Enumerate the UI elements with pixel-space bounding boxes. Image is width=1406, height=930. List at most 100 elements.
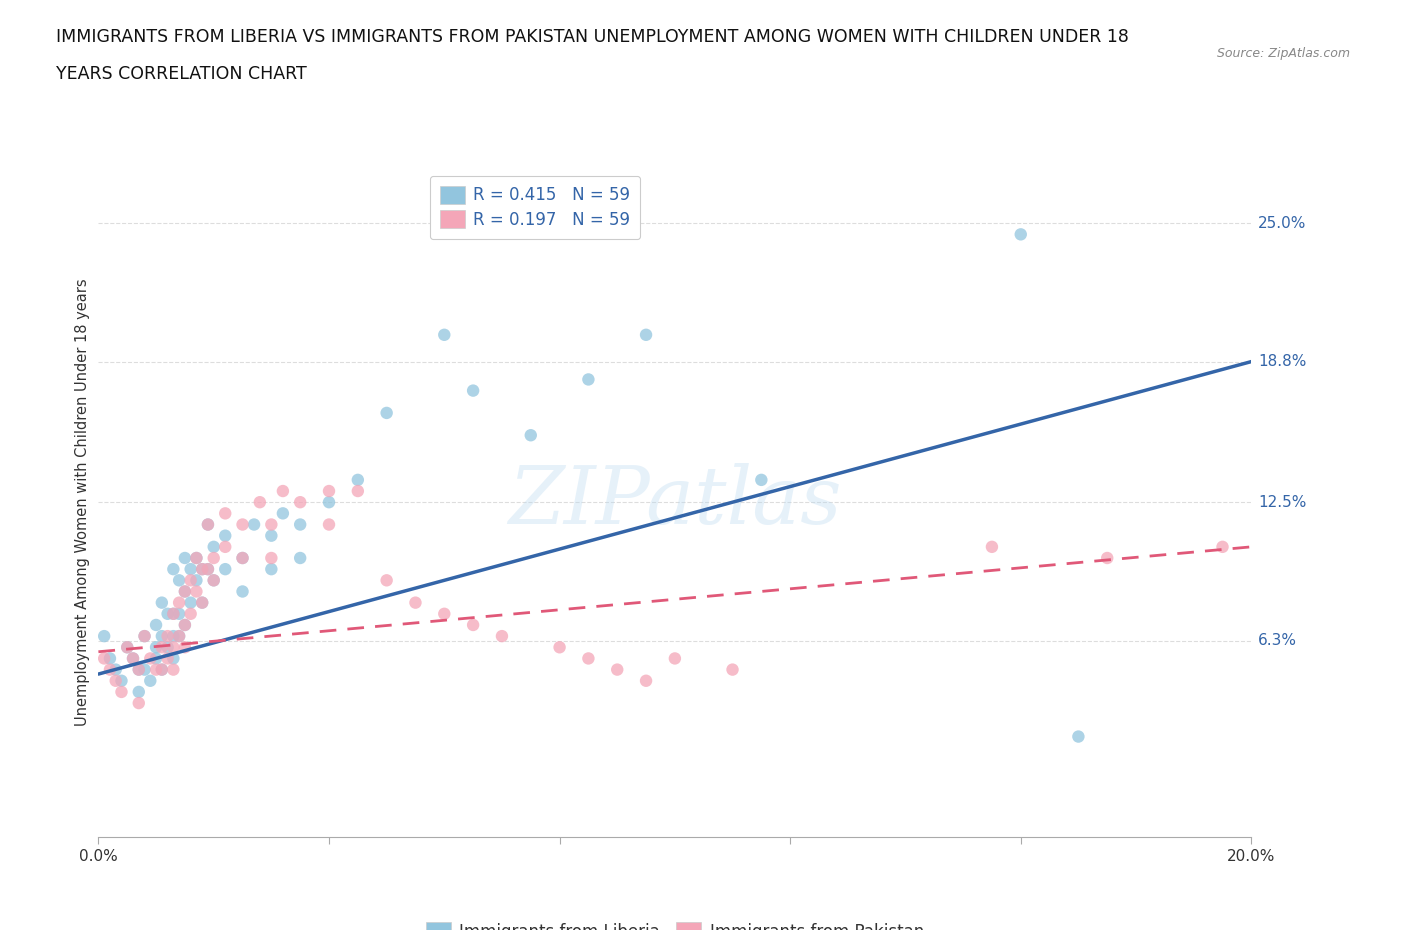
Point <box>162 606 184 621</box>
Point <box>156 640 179 655</box>
Point <box>214 528 236 543</box>
Y-axis label: Unemployment Among Women with Children Under 18 years: Unemployment Among Women with Children U… <box>75 278 90 726</box>
Point <box>375 405 398 420</box>
Point <box>271 484 294 498</box>
Point <box>231 517 254 532</box>
Point <box>191 562 214 577</box>
Point <box>346 484 368 498</box>
Point <box>174 584 197 599</box>
Point <box>162 640 184 655</box>
Point <box>134 662 156 677</box>
Point <box>167 629 190 644</box>
Point <box>167 573 190 588</box>
Point <box>122 651 145 666</box>
Point <box>162 606 184 621</box>
Point <box>202 573 225 588</box>
Point <box>150 595 173 610</box>
Point <box>578 651 600 666</box>
Point <box>128 684 150 699</box>
Point <box>110 673 132 688</box>
Point <box>260 551 283 565</box>
Point <box>167 606 190 621</box>
Point <box>139 673 162 688</box>
Point <box>433 606 456 621</box>
Point <box>721 662 744 677</box>
Point <box>202 539 225 554</box>
Point <box>180 562 202 577</box>
Point <box>93 629 115 644</box>
Point <box>174 551 197 565</box>
Point <box>197 517 219 532</box>
Point <box>318 484 340 498</box>
Point <box>260 528 283 543</box>
Point <box>375 573 398 588</box>
Point <box>167 629 190 644</box>
Point <box>128 662 150 677</box>
Point <box>636 327 658 342</box>
Point <box>174 640 197 655</box>
Point <box>104 662 127 677</box>
Text: 18.8%: 18.8% <box>1258 354 1306 369</box>
Point <box>174 584 197 599</box>
Point <box>150 640 173 655</box>
Point <box>548 640 571 655</box>
Point <box>202 573 225 588</box>
Point <box>145 618 167 632</box>
Point <box>93 651 115 666</box>
Point <box>156 606 179 621</box>
Point <box>249 495 271 510</box>
Point <box>180 573 202 588</box>
Text: 6.3%: 6.3% <box>1258 633 1298 648</box>
Point <box>98 662 121 677</box>
Point <box>243 517 266 532</box>
Text: 25.0%: 25.0% <box>1258 216 1306 231</box>
Point <box>110 684 132 699</box>
Point <box>117 640 138 655</box>
Point <box>145 640 167 655</box>
Point <box>145 651 167 666</box>
Point <box>231 551 254 565</box>
Point <box>346 472 368 487</box>
Point <box>606 662 628 677</box>
Point <box>197 517 219 532</box>
Point <box>162 662 184 677</box>
Point <box>167 595 190 610</box>
Point <box>290 551 312 565</box>
Point <box>290 495 312 510</box>
Text: YEARS CORRELATION CHART: YEARS CORRELATION CHART <box>56 65 307 83</box>
Point <box>231 584 254 599</box>
Point <box>214 562 236 577</box>
Point <box>636 673 658 688</box>
Point <box>150 662 173 677</box>
Point <box>1010 227 1032 242</box>
Point <box>202 551 225 565</box>
Point <box>145 662 167 677</box>
Point <box>128 696 150 711</box>
Point <box>271 506 294 521</box>
Point <box>134 629 156 644</box>
Point <box>186 551 208 565</box>
Point <box>180 595 202 610</box>
Point <box>260 562 283 577</box>
Point <box>214 539 236 554</box>
Point <box>186 573 208 588</box>
Point <box>104 673 127 688</box>
Point <box>214 506 236 521</box>
Point <box>191 562 214 577</box>
Text: ZIPatlas: ZIPatlas <box>508 463 842 541</box>
Point <box>578 372 600 387</box>
Point <box>405 595 427 610</box>
Point <box>174 618 197 632</box>
Point <box>186 584 208 599</box>
Point <box>139 651 162 666</box>
Point <box>1067 729 1090 744</box>
Point <box>191 595 214 610</box>
Point <box>231 551 254 565</box>
Point <box>191 595 214 610</box>
Point <box>128 662 150 677</box>
Point <box>156 651 179 666</box>
Point <box>162 629 184 644</box>
Point <box>461 618 484 632</box>
Point <box>197 562 219 577</box>
Text: IMMIGRANTS FROM LIBERIA VS IMMIGRANTS FROM PAKISTAN UNEMPLOYMENT AMONG WOMEN WIT: IMMIGRANTS FROM LIBERIA VS IMMIGRANTS FR… <box>56 28 1129 46</box>
